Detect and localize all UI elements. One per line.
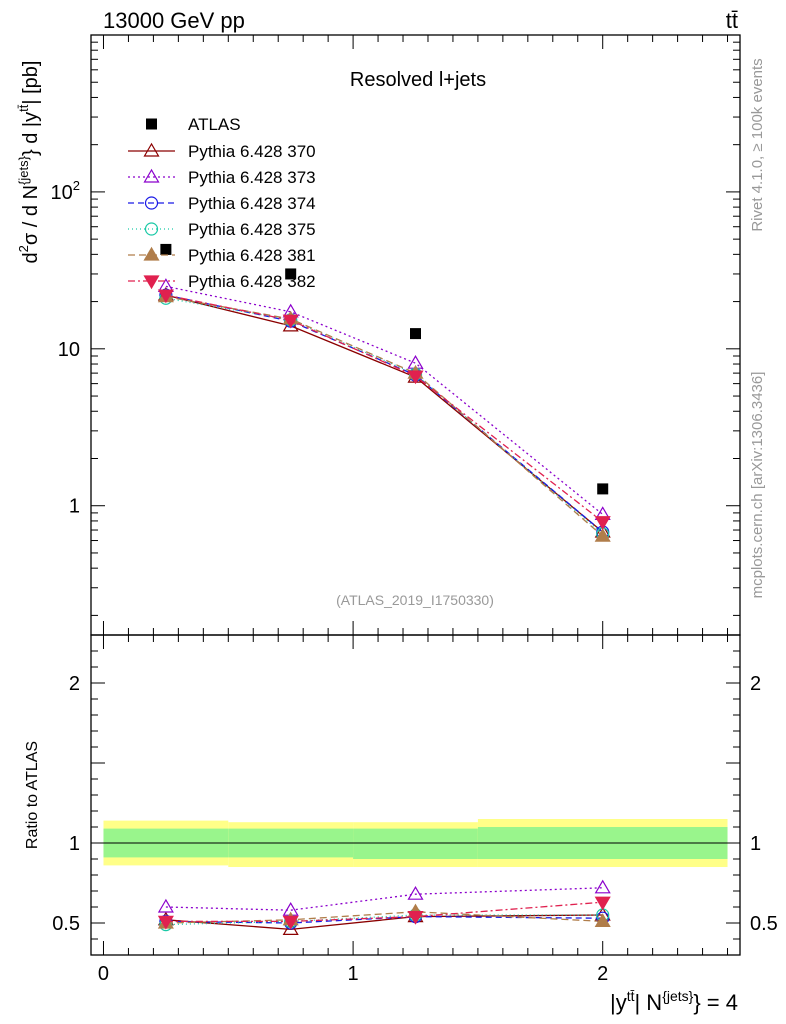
legend-label-6: Pythia 6.428 382 bbox=[188, 272, 316, 291]
axis-ticks: 0 1 2 1 10 102 0.5 0.5 1 1 2 2 bbox=[51, 35, 778, 985]
ratio-point-2 bbox=[157, 898, 174, 913]
watermark-label: (ATLAS_2019_I1750330) bbox=[336, 592, 494, 608]
chart-title: Resolved l+jets bbox=[350, 69, 486, 91]
series-line-1 bbox=[165, 294, 604, 533]
legend-marker-5 bbox=[143, 246, 160, 261]
series-line-5 bbox=[165, 296, 604, 537]
series-point-6 bbox=[594, 516, 611, 530]
ratio-tick-label-right: 0.5 bbox=[750, 913, 778, 935]
svg-text:d2σ / d N{jets}} d |ytt̄| [pb]: d2σ / d N{jets}} d |ytt̄| [pb] bbox=[16, 61, 42, 264]
x-tick-label: 0 bbox=[98, 963, 109, 985]
ratio-line-5 bbox=[165, 911, 603, 924]
series-line-6 bbox=[165, 294, 604, 523]
ratio-point-2 bbox=[407, 886, 424, 900]
atlas-data-point bbox=[597, 483, 609, 495]
ratio-tick-label-left: 0.5 bbox=[52, 913, 80, 935]
legend-marker-4 bbox=[144, 222, 159, 236]
series-point-5 bbox=[594, 527, 611, 542]
x-axis-title: |ytt̄| N{jets}} = 4 bbox=[610, 988, 738, 1015]
x-tick-label: 1 bbox=[348, 963, 359, 985]
ratio-tick-label-left: 1 bbox=[69, 833, 80, 855]
main-series-layer bbox=[157, 243, 611, 542]
ratio-point-5 bbox=[594, 913, 611, 928]
ratio-series-layer bbox=[157, 879, 611, 936]
legend-marker-2 bbox=[143, 168, 160, 183]
y-tick-label: 10 bbox=[58, 339, 80, 361]
y-axis-title: d2σ / d N{jets}} d |ytt̄| [pb] bbox=[16, 61, 42, 264]
legend-marker-3 bbox=[144, 196, 159, 210]
ratio-band-inner bbox=[353, 828, 478, 859]
legend: ATLAS Pythia 6.428 370 Pythia 6.428 373 Pyt… bbox=[128, 115, 316, 291]
ratio-line-1 bbox=[165, 914, 603, 931]
ratio-line-6 bbox=[165, 901, 603, 923]
series-point-6 bbox=[282, 314, 299, 329]
energy-label: 13000 GeV pp bbox=[103, 8, 245, 33]
atlas-data-point bbox=[410, 328, 421, 340]
legend-label-4: Pythia 6.428 375 bbox=[188, 220, 316, 239]
y-tick-label: 1 bbox=[69, 496, 80, 518]
series-line-4 bbox=[165, 297, 604, 535]
rivet-label: Rivet 4.1.0, ≥ 100k events bbox=[749, 58, 766, 231]
atlas-data-point bbox=[160, 243, 172, 255]
ratio-y-axis-title: Ratio to ATLAS bbox=[24, 741, 41, 849]
y-tick-label: 102 bbox=[51, 178, 80, 204]
ratio-line-3 bbox=[165, 915, 603, 924]
series-line-2 bbox=[165, 285, 604, 515]
ratio-uncertainty-bands bbox=[103, 819, 728, 867]
mcplots-label: mcplots.cern.ch [arXiv:1306.3436] bbox=[749, 372, 766, 599]
legend-atlas-marker bbox=[146, 118, 157, 130]
ratio-point-6 bbox=[594, 896, 611, 911]
svg-text:|ytt̄| N{jets}} = 4: |ytt̄| N{jets}} = 4 bbox=[610, 988, 738, 1015]
series-line-3 bbox=[165, 294, 604, 533]
legend-label-2: Pythia 6.428 373 bbox=[188, 168, 316, 187]
legend-label-3: Pythia 6.428 374 bbox=[188, 194, 316, 213]
legend-marker-6 bbox=[143, 275, 160, 290]
ratio-tick-label-left: 2 bbox=[69, 673, 80, 695]
ratio-tick-label-right: 1 bbox=[750, 833, 761, 855]
ratio-tick-label-right: 2 bbox=[750, 673, 761, 695]
ratio-point-6 bbox=[282, 915, 299, 930]
legend-label-1: Pythia 6.428 370 bbox=[188, 142, 316, 161]
legend-atlas-label: ATLAS bbox=[188, 115, 241, 134]
ratio-point-6 bbox=[407, 910, 424, 925]
ratio-point-6 bbox=[157, 915, 174, 930]
series-point-6 bbox=[157, 289, 174, 304]
legend-label-5: Pythia 6.428 381 bbox=[188, 246, 316, 265]
series-point-6 bbox=[407, 370, 424, 385]
process-label: tt̄ bbox=[726, 8, 738, 33]
legend-marker-1 bbox=[143, 142, 160, 157]
atlas-data-point bbox=[285, 268, 297, 280]
x-tick-label: 2 bbox=[597, 963, 608, 985]
ratio-point-2 bbox=[594, 879, 611, 894]
